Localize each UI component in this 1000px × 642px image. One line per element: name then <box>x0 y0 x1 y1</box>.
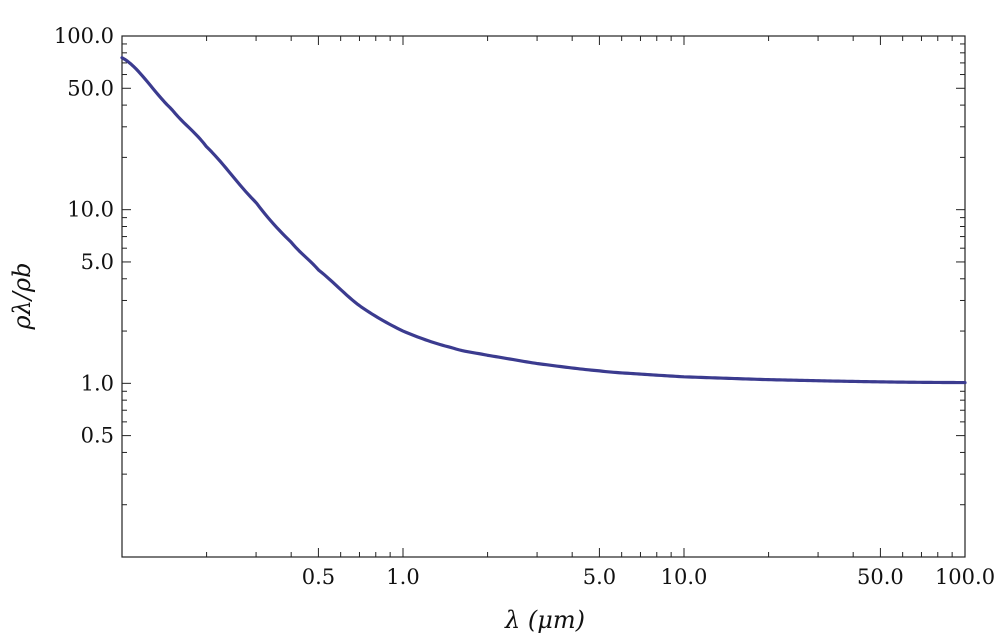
y-tick-label: 50.0 <box>67 76 114 100</box>
y-tick-label: 100.0 <box>54 24 114 48</box>
plot-frame <box>121 35 966 558</box>
x-tick-label: 0.5 <box>302 565 335 589</box>
series-line <box>120 56 967 385</box>
y-tick-label: 5.0 <box>81 250 114 274</box>
x-tick-label: 50.0 <box>857 565 904 589</box>
ticks <box>121 35 966 558</box>
x-axis-title: λ (μm) <box>504 606 585 634</box>
y-tick-label: 1.0 <box>81 371 114 395</box>
y-axis-title: ρλ/ρb <box>8 263 36 331</box>
x-tick-label: 100.0 <box>935 565 995 589</box>
tick-labels: 0.5 1.0 5.0 10.0 50.0 100.0 100.0 50.0 10.0 5.0 1.… <box>54 24 995 589</box>
x-tick-label: 1.0 <box>386 565 419 589</box>
y-tick-label: 0.5 <box>81 424 114 448</box>
x-tick-label: 10.0 <box>661 565 708 589</box>
x-tick-label: 5.0 <box>583 565 616 589</box>
y-tick-label: 10.0 <box>67 198 114 222</box>
